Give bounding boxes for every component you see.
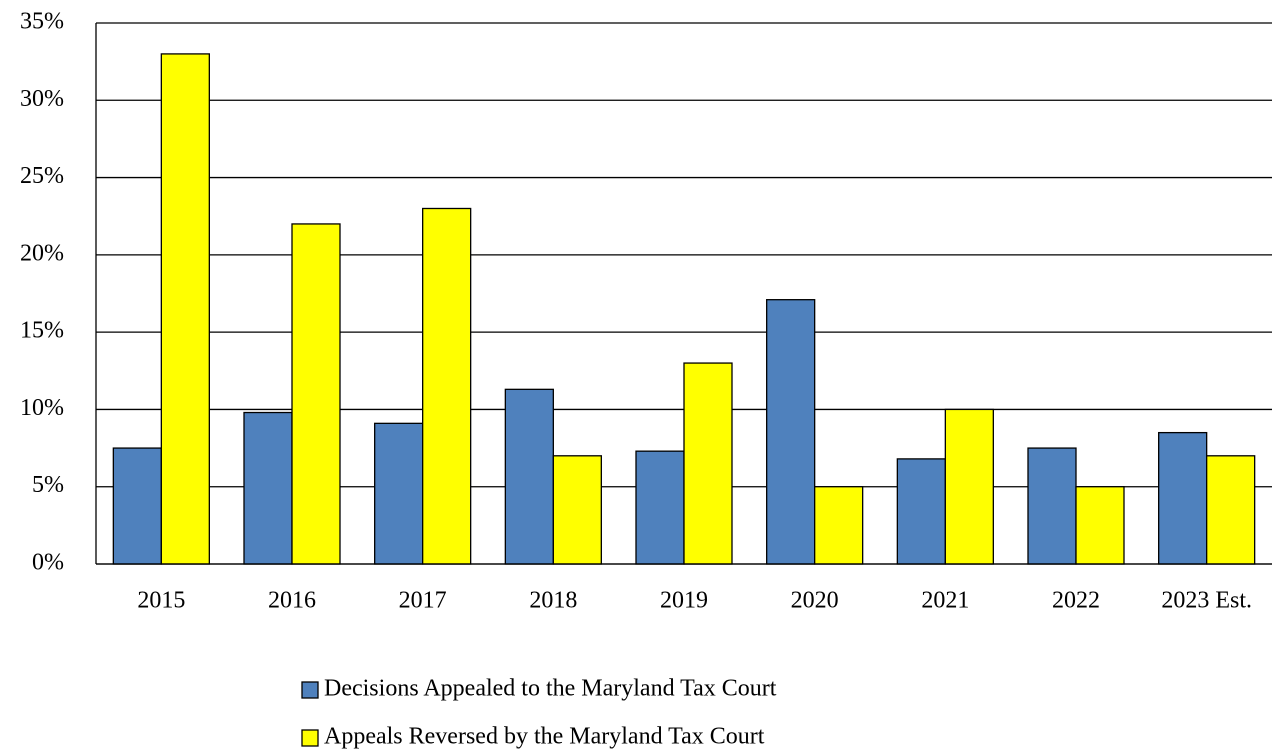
bar	[635, 450, 685, 565]
bar	[1075, 486, 1125, 565]
x-tick-label: 2017	[399, 588, 447, 614]
bar	[504, 388, 554, 565]
legend-swatch	[301, 729, 319, 747]
y-tick-label: 25%	[20, 163, 64, 189]
bar	[291, 223, 341, 565]
bar	[944, 408, 994, 565]
x-tick-label: 2018	[529, 588, 577, 614]
bar	[683, 362, 733, 565]
legend-label: Decisions Appealed to the Maryland Tax C…	[324, 676, 777, 702]
y-tick-label: 5%	[32, 472, 64, 498]
x-tick-label: 2020	[791, 588, 839, 614]
bar	[766, 299, 816, 565]
y-tick-label: 15%	[20, 318, 64, 344]
x-tick-label: 2022	[1052, 588, 1100, 614]
y-tick-label: 30%	[20, 86, 64, 112]
bar	[422, 207, 472, 565]
bar	[1027, 447, 1077, 565]
bar	[814, 486, 864, 565]
x-tick-label: 2023 Est.	[1161, 588, 1252, 614]
legend-swatch	[301, 681, 319, 699]
bar	[1206, 455, 1256, 565]
bar	[552, 455, 602, 565]
x-tick-label: 2016	[268, 588, 316, 614]
bar	[160, 53, 210, 565]
bar	[374, 422, 424, 565]
x-tick-label: 2019	[660, 588, 708, 614]
bar	[896, 458, 946, 565]
y-tick-label: 10%	[20, 395, 64, 421]
y-tick-label: 20%	[20, 240, 64, 266]
bar	[112, 447, 162, 565]
x-tick-label: 2021	[921, 588, 969, 614]
bar	[1158, 431, 1208, 565]
x-tick-label: 2015	[137, 588, 185, 614]
bar	[243, 411, 293, 565]
y-tick-label: 0%	[32, 550, 64, 576]
y-tick-label: 35%	[20, 9, 64, 35]
legend-label: Appeals Reversed by the Maryland Tax Cou…	[324, 724, 765, 750]
